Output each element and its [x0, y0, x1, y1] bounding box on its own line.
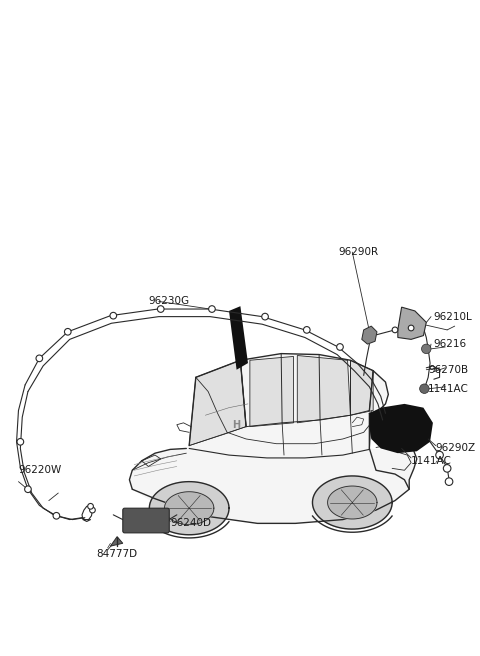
FancyBboxPatch shape: [123, 508, 169, 533]
Circle shape: [262, 314, 268, 320]
Circle shape: [36, 355, 43, 361]
Polygon shape: [297, 356, 350, 423]
Circle shape: [408, 325, 414, 331]
Polygon shape: [110, 537, 123, 546]
Circle shape: [436, 451, 444, 459]
Circle shape: [157, 306, 164, 312]
Circle shape: [421, 344, 431, 354]
Text: 96270B: 96270B: [428, 365, 468, 375]
Circle shape: [392, 327, 398, 333]
Polygon shape: [149, 482, 229, 535]
Text: 96210L: 96210L: [433, 312, 472, 321]
Circle shape: [444, 464, 451, 472]
Text: 96216: 96216: [433, 339, 466, 349]
Circle shape: [88, 503, 94, 509]
Text: 1141AC: 1141AC: [428, 384, 469, 394]
Polygon shape: [250, 356, 293, 426]
Polygon shape: [189, 360, 246, 445]
Polygon shape: [165, 492, 214, 525]
Polygon shape: [328, 486, 377, 519]
Text: 96290R: 96290R: [338, 247, 378, 257]
Circle shape: [64, 329, 71, 335]
Text: 96290Z: 96290Z: [436, 443, 476, 453]
Polygon shape: [362, 326, 377, 344]
Polygon shape: [229, 306, 248, 370]
Circle shape: [336, 344, 343, 350]
Text: 1141AC: 1141AC: [411, 456, 452, 466]
Polygon shape: [312, 476, 392, 529]
Circle shape: [53, 512, 60, 519]
Text: 96220W: 96220W: [18, 465, 62, 475]
Polygon shape: [370, 404, 433, 453]
Polygon shape: [130, 354, 417, 523]
Circle shape: [24, 486, 31, 493]
Circle shape: [445, 478, 453, 485]
Text: 96230G: 96230G: [148, 297, 190, 306]
Circle shape: [110, 312, 117, 319]
Text: 96240D: 96240D: [170, 518, 211, 528]
Circle shape: [209, 306, 215, 312]
Circle shape: [17, 438, 24, 445]
Text: 84777D: 84777D: [96, 548, 137, 559]
Text: H: H: [232, 420, 240, 430]
Polygon shape: [350, 360, 373, 415]
Circle shape: [90, 507, 96, 513]
Polygon shape: [398, 307, 426, 339]
Circle shape: [303, 327, 310, 333]
Circle shape: [420, 384, 429, 394]
